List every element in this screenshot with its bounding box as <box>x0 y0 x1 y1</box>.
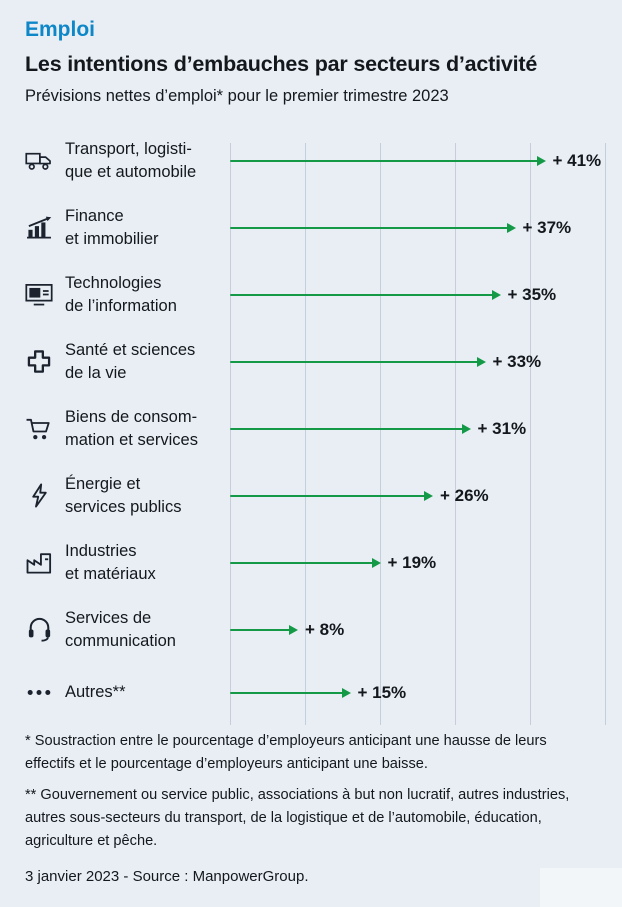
sector-label: Transport, logisti-que et automobile <box>65 139 197 181</box>
sector-label: Santé et sciences de la vie <box>65 340 196 382</box>
sector-label: Énergie et services publics <box>65 474 182 516</box>
truck-icon <box>25 149 53 172</box>
arrow-zone: + 15% <box>230 683 406 703</box>
chart-row: Énergie et services publics + 26% <box>25 462 597 529</box>
value-label: + 37% <box>522 217 572 237</box>
value-label: + 15% <box>357 682 407 702</box>
value-label: + 33% <box>492 351 542 371</box>
chart-row: Transport, logisti-que et automobile + 41… <box>25 127 601 194</box>
footnote-double-asterisk: ** Gouvernement ou service public, assoc… <box>25 787 570 849</box>
medical-cross-icon <box>25 350 53 374</box>
value-arrow <box>230 222 516 233</box>
value-label: + 8% <box>305 619 345 639</box>
corner-artifact <box>540 868 622 907</box>
value-arrow <box>230 155 546 166</box>
gridline <box>455 143 456 726</box>
value-arrow <box>230 356 486 367</box>
value-arrow <box>230 624 298 635</box>
gridline <box>230 143 231 726</box>
arrowhead-icon <box>461 423 471 434</box>
arrowhead-icon <box>371 557 381 568</box>
chart-row: Industries et matériaux + 19% <box>25 529 597 596</box>
sector-label: Finance et immobilier <box>65 206 159 248</box>
chart-rows: Transport, logisti-que et automobile + 41… <box>25 127 601 722</box>
chart-row: Biens de consom-mation et services + 31% <box>25 395 597 462</box>
sector-label: Industries et matériaux <box>65 541 156 583</box>
value-arrow <box>230 490 433 501</box>
arrowhead-icon <box>536 155 546 166</box>
value-label: + 35% <box>507 284 557 304</box>
ellipsis-icon <box>25 688 53 697</box>
page-subtitle: Prévisions nettes d’emploi* pour le prem… <box>25 87 449 106</box>
arrowhead-icon <box>289 624 298 635</box>
sector-label: Services de communication <box>65 608 176 650</box>
sector-label: Biens de consom-mation et services <box>65 407 198 449</box>
chart-row: Finance et immobilier + 37% <box>25 194 597 261</box>
hiring-intentions-chart: Transport, logisti-que et automobile + 41… <box>25 127 606 726</box>
arrow-zone: + 31% <box>230 419 526 439</box>
footnote-asterisk: * Soustraction entre le pourcentage d’em… <box>25 733 547 773</box>
arrow-zone: + 26% <box>230 486 489 506</box>
arrowhead-icon <box>424 490 433 501</box>
gridline <box>380 143 381 726</box>
section-kicker: Emploi <box>25 18 96 41</box>
value-arrow <box>230 289 501 300</box>
sector-label: Technologies de l’information <box>65 273 177 315</box>
gridline <box>305 143 306 726</box>
chart-row: Santé et sciences de la vie + 33% <box>25 328 597 395</box>
arrowhead-icon <box>506 222 516 233</box>
arrowhead-icon <box>341 687 351 698</box>
computer-icon <box>25 282 53 307</box>
chart-row: Autres** + 15% <box>25 663 597 722</box>
chart-row: Services de communication + 8% <box>25 596 597 663</box>
finance-chart-icon <box>25 216 53 240</box>
value-arrow <box>230 423 471 434</box>
source-line: 3 janvier 2023 - Source : ManpowerGroup. <box>25 868 309 886</box>
value-label: + 19% <box>387 552 437 572</box>
arrowhead-icon <box>476 356 486 367</box>
arrow-zone: + 35% <box>230 285 556 305</box>
page-title: Les intentions d’embauches par secteurs … <box>25 52 538 77</box>
arrowhead-icon <box>491 289 501 300</box>
shopping-cart-icon <box>25 417 53 441</box>
arrow-zone: + 8% <box>230 620 344 640</box>
headset-icon <box>25 617 53 643</box>
arrow-zone: + 37% <box>230 218 571 238</box>
arrow-zone: + 19% <box>230 553 436 573</box>
footnotes: * Soustraction entre le pourcentage d’em… <box>25 730 597 852</box>
gridline <box>605 143 606 726</box>
value-label: + 26% <box>440 485 489 505</box>
gridline <box>530 143 531 726</box>
arrow-zone: + 41% <box>230 151 601 171</box>
factory-icon <box>25 551 53 575</box>
value-label: + 41% <box>552 150 602 170</box>
sector-label: Autres** <box>65 683 126 702</box>
lightning-icon <box>25 483 53 509</box>
gridlines <box>230 143 608 726</box>
chart-row: Technologies de l’information + 35% <box>25 261 597 328</box>
arrow-zone: + 33% <box>230 352 541 372</box>
value-arrow <box>230 557 381 568</box>
value-arrow <box>230 687 351 698</box>
value-label: + 31% <box>477 418 527 438</box>
